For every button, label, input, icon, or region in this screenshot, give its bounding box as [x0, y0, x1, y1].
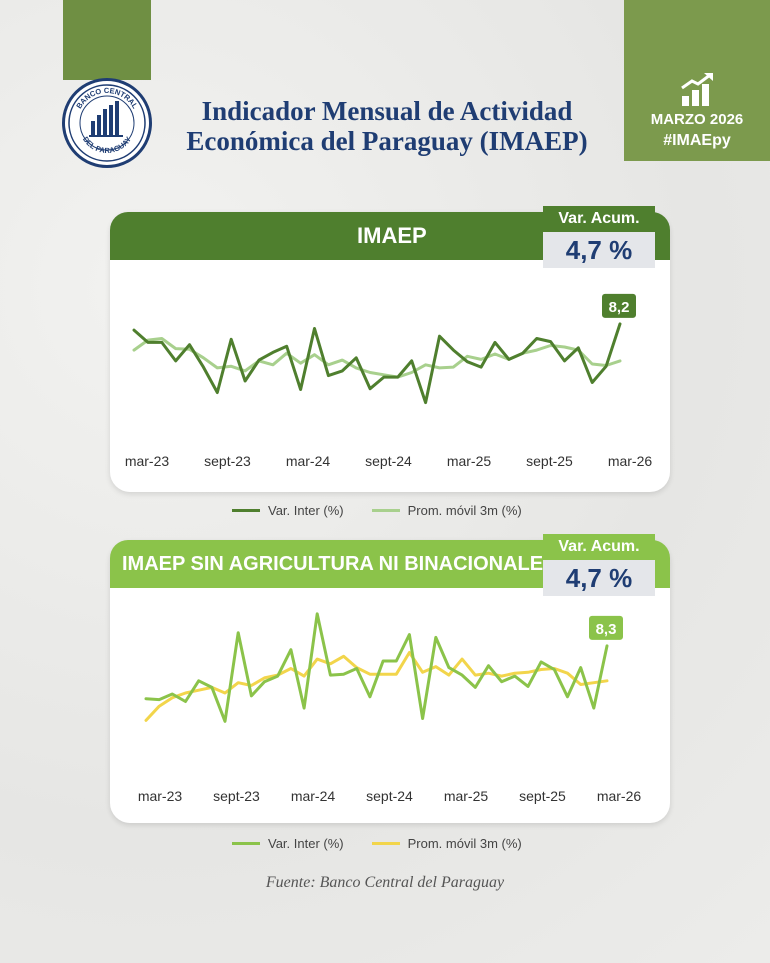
- legend-prom-movil: Prom. móvil 3m (%): [407, 503, 522, 518]
- series-line-var-inter: [132, 322, 622, 405]
- x-tick-label: mar-25: [444, 788, 489, 804]
- title-line-1: Indicador Mensual de Actividad: [201, 96, 573, 126]
- x-tick-label: mar-23: [138, 788, 183, 804]
- date-label: MARZO 2026: [650, 111, 744, 128]
- last-value-badge: [602, 293, 636, 318]
- x-tick-label: sept-24: [366, 788, 413, 804]
- legend-swatch-var-inter: [232, 509, 260, 512]
- imaep-sin-agro-acc-value: 4,7 %: [543, 560, 655, 596]
- imaep-line-chart: 8,2 mar-23 sept-23 mar-24 sept-24 mar-25 sept-…: [125, 293, 653, 469]
- series-line-prom-movil: [132, 337, 622, 379]
- imaep-title: IMAEP: [357, 223, 427, 248]
- imaep-acc-label: Var. Acum.: [543, 206, 655, 232]
- imaep-legend: Var. Inter (%) Prom. móvil 3m (%): [232, 503, 522, 518]
- source-note: Fuente: Banco Central del Paraguay: [265, 874, 505, 891]
- imaep-sin-agro-legend: Var. Inter (%) Prom. móvil 3m (%): [232, 836, 522, 851]
- imaep-sin-agro-line-chart: 8,3 mar-23 sept-23 mar-24 sept-24 mar-25 sept-…: [138, 612, 642, 804]
- x-tick-label: sept-25: [526, 453, 573, 469]
- series-line-var-inter: [144, 612, 609, 723]
- x-tick-label: sept-24: [365, 453, 412, 469]
- legend-prom-movil-2: Prom. móvil 3m (%): [407, 836, 522, 851]
- legend-swatch-var-inter-2: [232, 842, 260, 845]
- x-tick-label: mar-24: [286, 453, 331, 469]
- hashtag-label: #IMAEpy: [663, 132, 731, 149]
- imaep-sin-agro-acc-label: Var. Acum.: [543, 534, 655, 560]
- x-tick-label: sept-25: [519, 788, 566, 804]
- page-title: Indicador Mensual de Actividad Económica…: [172, 96, 602, 156]
- last-value-badge: [589, 615, 623, 640]
- logo-ribbon: [63, 0, 151, 80]
- imaep-acc-value: 4,7 %: [543, 232, 655, 268]
- x-tick-label: mar-26: [608, 453, 653, 469]
- series-line-prom-movil: [144, 651, 609, 722]
- x-tick-label: sept-23: [204, 453, 251, 469]
- x-tick-label: mar-24: [291, 788, 336, 804]
- x-tick-label: mar-26: [597, 788, 642, 804]
- growth-chart-icon: [681, 73, 713, 106]
- legend-swatch-prom-movil: [371, 509, 400, 512]
- legend-swatch-prom-movil-2: [371, 842, 400, 845]
- last-value-label: 8,3: [596, 621, 617, 638]
- imaep-sin-agro-title: IMAEP SIN AGRICULTURA NI BINACIONALES: [122, 552, 557, 575]
- title-line-2: Económica del Paraguay (IMAEP): [186, 126, 588, 156]
- date-badge: MARZO 2026 #IMAEpy: [624, 0, 770, 161]
- last-value-label: 8,2: [609, 299, 630, 316]
- legend-var-inter-2: Var. Inter (%): [268, 836, 344, 851]
- x-tick-label: mar-25: [447, 453, 492, 469]
- central-bank-logo: BANCO CENTRAL DEL PARAGUAY: [62, 78, 152, 168]
- legend-var-inter: Var. Inter (%): [268, 503, 344, 518]
- x-tick-label: mar-23: [125, 453, 170, 469]
- x-tick-label: sept-23: [213, 788, 260, 804]
